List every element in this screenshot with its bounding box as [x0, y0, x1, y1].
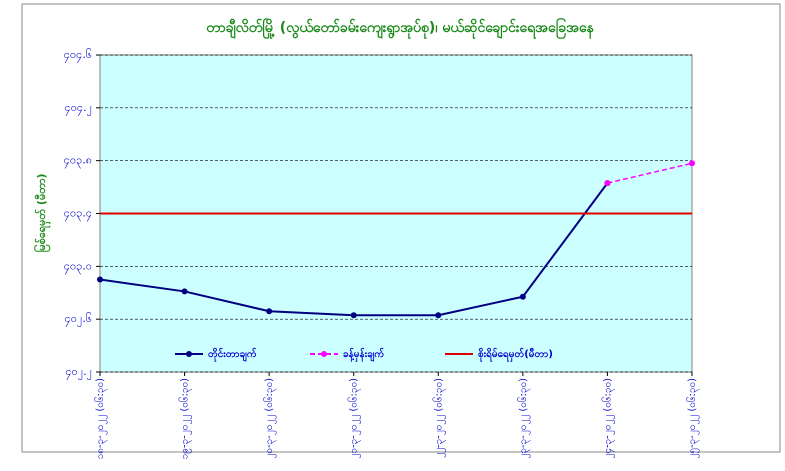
y-axis-label: မြစ်ရေမှတ် (မီတာ): [33, 173, 51, 252]
y-tick-label: ၄၀၄.၂: [65, 101, 92, 116]
data-point: [519, 293, 526, 300]
legend-label: ခန့်မှန်းချက်: [343, 347, 384, 363]
legend-label: စိုးရိမ်ရေမှတ်(မီတာ): [478, 347, 553, 363]
chart-title: တာချီလိတ်မြို့ (လွယ်တော်ခမ်းကျေးရွာအုပ်စ…: [206, 18, 594, 39]
data-point: [181, 288, 188, 295]
data-point: [97, 276, 103, 283]
legend-label: တိုင်းတာချက်: [208, 347, 257, 363]
y-tick-label: ၄၀၂.၂: [65, 365, 92, 380]
y-tick-label: ၄၀၄.၆: [64, 48, 92, 63]
data-point: [689, 160, 695, 167]
data-point: [266, 308, 273, 315]
x-tick-label: ၁၉-၃-၂၀၂၂ (၀၆:၃၀): [178, 378, 193, 459]
x-tick-label: ၂၃-၃-၂၀၂၂ (၀၆:၃၀): [516, 378, 531, 459]
y-tick-label: ၄၀၃.၈: [64, 154, 92, 169]
legend-marker: [186, 351, 192, 357]
series-line: [607, 162, 693, 184]
x-tick-label: ၂၅-၃-၂၀၂၂ (၀၆:၃၀): [685, 378, 700, 459]
x-tick-label: ၂၂-၃-၂၀၂၂ (၀၆:၃၀): [431, 378, 446, 458]
x-tick-label: ၁၈-၃-၂၀၂၂ (၀၆:၃၀): [93, 378, 108, 459]
data-point: [350, 312, 357, 319]
x-tick-label: ၂၁-၃-၂၀၂၂ (၀၆:၃၀): [347, 378, 362, 459]
y-tick-label: ၄၀၃.၄: [64, 207, 92, 222]
y-tick-label: ၄၀၂.၆: [65, 312, 92, 327]
data-point: [435, 312, 442, 319]
data-point: [604, 180, 611, 187]
x-tick-label: ၂၄-၃-၂၀၂၂ (၀၆:၃၀): [600, 378, 615, 459]
y-tick-label: ၄၀၃.၀: [64, 259, 92, 274]
x-tick-label: ၂၀-၃-၂၀၂၂ (၀၆:၃၀): [262, 378, 277, 459]
legend-marker: [321, 351, 327, 357]
